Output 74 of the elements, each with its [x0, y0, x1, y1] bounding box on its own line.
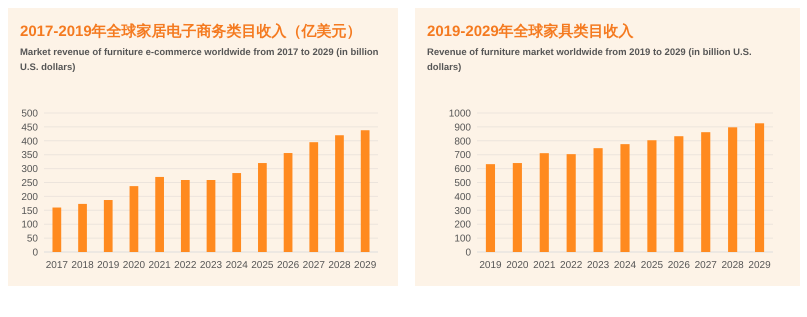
y-tick-label: 200: [21, 192, 38, 203]
y-tick-label: 1000: [448, 108, 472, 120]
x-tick-label: 2025: [640, 260, 664, 271]
x-tick-label: 2027: [694, 260, 718, 271]
chart-subtitle: Revenue of furniture market worldwide from 2019 to 2029 (in billion U.S. dollars): [427, 47, 752, 73]
y-tick-label: 200: [454, 220, 472, 231]
y-tick-label: 300: [454, 206, 472, 217]
bar: [232, 173, 242, 252]
x-tick-label: 2017: [46, 260, 68, 271]
bar: [206, 180, 216, 252]
x-tick-label: 2024: [226, 260, 248, 271]
y-tick-label: 400: [21, 136, 38, 148]
bar: [284, 153, 292, 252]
x-tick-label: 2026: [276, 260, 300, 271]
bar: [620, 144, 630, 252]
y-tick-label: 400: [454, 192, 472, 203]
bar: [130, 186, 138, 252]
bar: [309, 142, 318, 252]
y-tick-label: 600: [454, 164, 472, 176]
bar: [52, 208, 62, 252]
x-tick-label: 2027: [302, 260, 326, 271]
bar: [512, 163, 522, 252]
y-tick-label: 0: [32, 248, 38, 258]
x-tick-label: 2020: [122, 260, 146, 271]
y-tick-label: 450: [21, 122, 38, 134]
x-tick-label: 2022: [174, 260, 197, 271]
y-tick-label: 100: [454, 234, 472, 245]
bar: [754, 123, 764, 252]
bar: [360, 130, 370, 252]
x-tick-label: 2028: [722, 260, 744, 271]
x-tick-label: 2019: [479, 260, 502, 271]
x-tick-label: 2028: [328, 260, 352, 271]
x-tick-label: 2029: [748, 260, 772, 271]
y-tick-label: 150: [21, 206, 38, 217]
y-tick-label: 900: [454, 122, 472, 134]
y-tick-label: 50: [26, 234, 38, 245]
y-tick-label: 250: [21, 178, 38, 189]
chart-title: 2017-2019年全球家居电子商务类目收入（亿美元）: [20, 22, 362, 40]
chart-title: 2019-2029年全球家具类目收入: [427, 22, 635, 40]
y-tick-label: 100: [21, 220, 38, 231]
x-tick-label: 2024: [614, 260, 637, 271]
x-tick-label: 2023: [200, 260, 223, 271]
x-tick-label: 2018: [71, 260, 94, 271]
bar: [155, 176, 164, 252]
y-tick-label: 800: [454, 136, 472, 148]
bar: [335, 135, 344, 252]
chart-subtitle: Market revenue of furniture e-commerce worldwide from 2017 to 2029 (in billion U.S. dollars): [20, 47, 379, 73]
y-tick-label: 500: [21, 108, 38, 120]
bar: [78, 204, 87, 252]
y-tick-label: 350: [21, 150, 38, 162]
bar: [728, 127, 738, 252]
bar: [540, 153, 549, 252]
y-tick-label: 700: [454, 150, 472, 162]
x-tick-label: 2021: [148, 260, 172, 271]
x-tick-label: 2019: [97, 260, 120, 271]
bar: [674, 136, 684, 252]
bar: [594, 148, 603, 252]
y-tick-label: 500: [454, 178, 472, 189]
y-tick-label: 0: [465, 248, 472, 258]
x-tick-label: 2026: [668, 260, 690, 271]
bar: [566, 154, 576, 252]
x-tick-label: 2022: [560, 260, 583, 271]
x-tick-label: 2029: [354, 260, 377, 271]
x-tick-label: 2021: [533, 260, 556, 271]
bar: [701, 132, 710, 252]
x-tick-label: 2023: [586, 260, 610, 271]
y-tick-label: 300: [21, 164, 38, 176]
x-tick-label: 2020: [506, 260, 529, 271]
bar: [180, 180, 190, 252]
bar: [258, 163, 267, 252]
bar: [647, 140, 656, 252]
x-tick-label: 2025: [251, 260, 274, 271]
bar: [104, 200, 113, 252]
bar: [486, 164, 496, 252]
